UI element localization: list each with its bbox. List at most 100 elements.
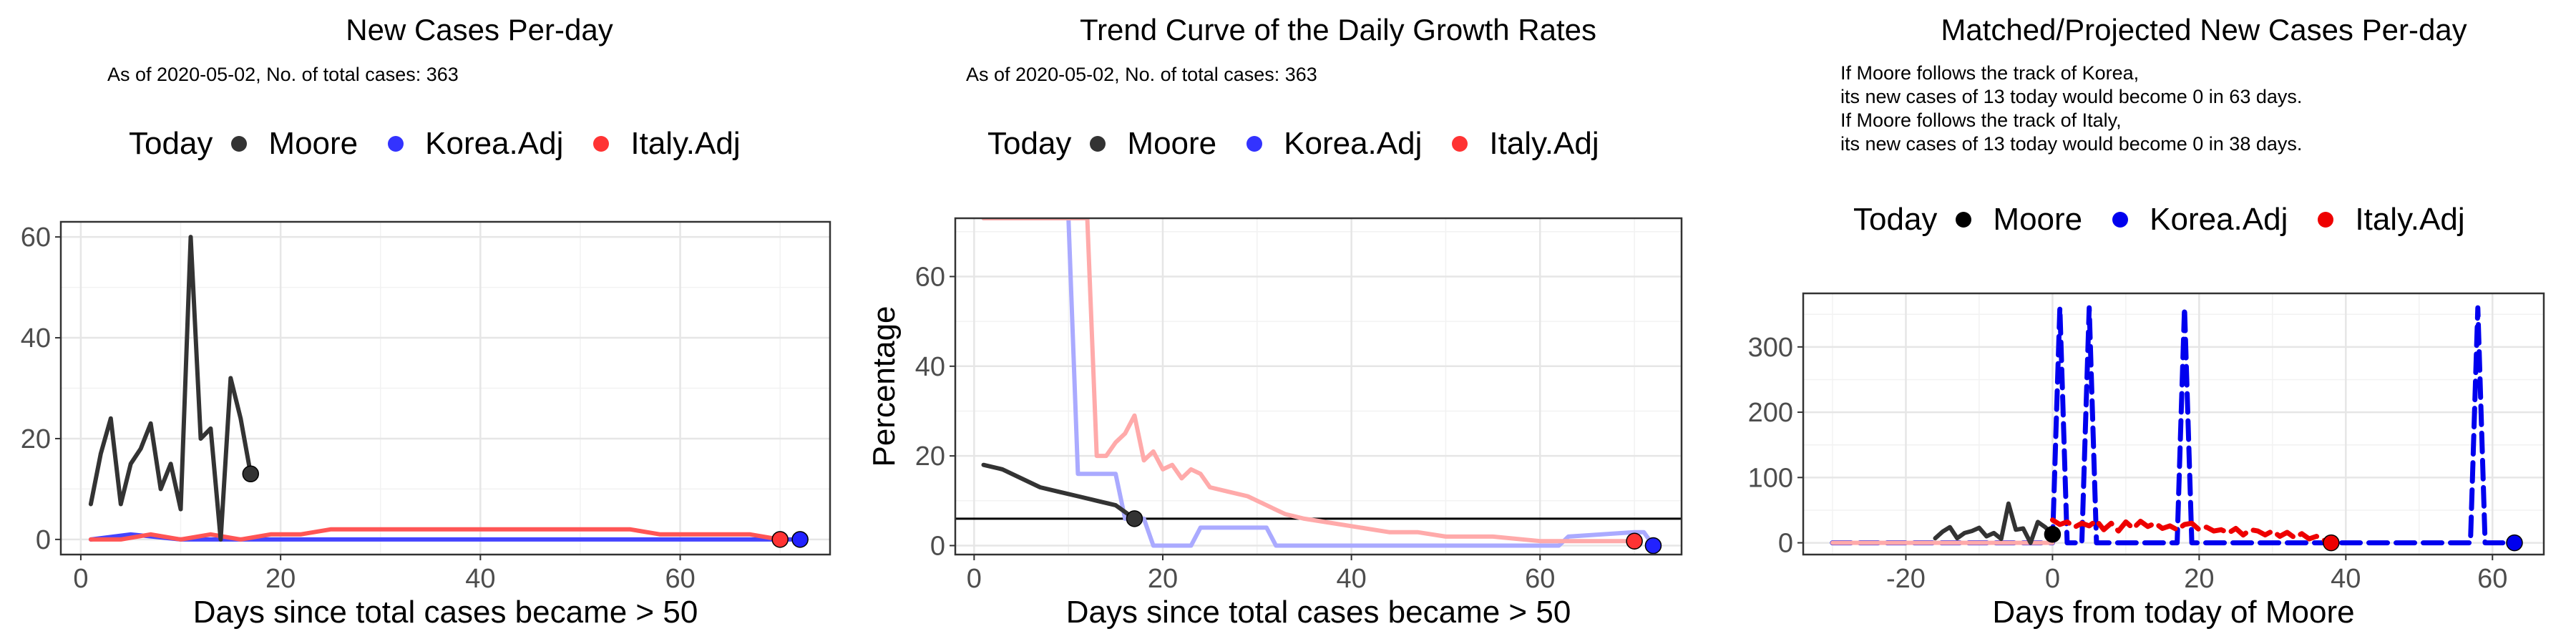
x-tick-label: 20 xyxy=(265,564,296,594)
chart-svg-projected: -20 0 20 40 60 0 100 200 300 Days from today of M… xyxy=(1748,292,2545,630)
legend-dot-italy xyxy=(1452,136,1468,152)
legend-item-korea: Korea.Adj xyxy=(388,126,563,162)
legend-item-korea: Korea.Adj xyxy=(1246,126,1422,162)
x-tick-label: 0 xyxy=(73,564,88,594)
x-tick-label: 0 xyxy=(2045,564,2060,594)
chart-legend: Today Moore Korea.Adj Italy.Adj xyxy=(1853,202,2465,238)
series-line-italy-adj xyxy=(2049,517,2334,546)
x-tick-label: 20 xyxy=(1148,564,1178,594)
y-tick-label: 100 xyxy=(1748,463,1793,493)
y-axis-label: Percentage xyxy=(867,306,902,467)
y-tick-label: 40 xyxy=(915,352,945,382)
chart-legend: Today Moore Korea.Adj Italy.Adj xyxy=(129,126,741,162)
y-tick-label: 40 xyxy=(21,323,51,353)
series-line-italy-adj xyxy=(981,218,1637,544)
series-line-moore xyxy=(981,462,1137,521)
legend-item-moore: Moore xyxy=(231,126,358,162)
chart-legend: Today Moore Korea.Adj Italy.Adj xyxy=(987,126,1599,162)
legend-label-korea: Korea.Adj xyxy=(2150,202,2288,237)
today-point-moore xyxy=(2044,525,2062,543)
series-line-korea-adj xyxy=(1830,305,2517,546)
legend-dot-moore xyxy=(1090,136,1106,152)
plot-border xyxy=(59,220,831,556)
chart-subtitle: As of 2020-05-02, No. of total cases: 36… xyxy=(966,64,1317,85)
legend-title: Today xyxy=(129,126,213,161)
plot-background xyxy=(1803,293,2544,555)
y-tick-label: 60 xyxy=(915,262,945,292)
legend-label-italy: Italy.Adj xyxy=(630,126,741,161)
legend-dot-moore xyxy=(1956,212,1972,228)
legend-label-korea: Korea.Adj xyxy=(1284,126,1423,161)
y-tick-label: 0 xyxy=(1778,529,1793,559)
x-tick-label: 40 xyxy=(1336,564,1366,594)
x-tick-label: 60 xyxy=(665,564,695,594)
today-point-italy-adj xyxy=(771,531,789,548)
chart-panel-projected: Matched/Projected New Cases Per-day If M… xyxy=(1717,0,2576,644)
y-tick-label: 0 xyxy=(930,531,945,561)
x-tick-label: 40 xyxy=(2331,564,2361,594)
legend-dot-italy xyxy=(2318,212,2334,228)
series-line-korea-adj xyxy=(88,532,803,542)
legend-dot-moore xyxy=(231,136,248,152)
series-group xyxy=(1830,305,2517,546)
legend-label-moore: Moore xyxy=(1127,126,1217,161)
legend-item-italy: Italy.Adj xyxy=(2318,202,2465,238)
today-point-korea-adj xyxy=(791,531,809,548)
y-tick-label: 20 xyxy=(21,424,51,454)
series-line-moore xyxy=(1933,501,2055,545)
x-axis-label: Days since total cases became > 50 xyxy=(1066,595,1571,630)
series-group xyxy=(88,235,803,542)
legend-dot-korea xyxy=(1246,136,1263,152)
today-point-moore xyxy=(242,465,260,483)
series-line-italy-adj xyxy=(88,527,783,542)
chart-subtitle: If Moore follows the track of Korea, its… xyxy=(1840,62,2303,155)
series-line-korea-adj xyxy=(981,218,1656,548)
x-axis-label: Days since total cases became > 50 xyxy=(193,595,698,630)
today-point-korea-adj xyxy=(1644,537,1662,555)
today-point-moore xyxy=(1126,510,1143,527)
legend-label-moore: Moore xyxy=(1993,202,2083,237)
x-axis-label: Days from today of Moore xyxy=(1992,595,2354,630)
legend-label-moore: Moore xyxy=(268,126,358,161)
legend-label-italy: Italy.Adj xyxy=(1489,126,1599,161)
chart-title: Trend Curve of the Daily Growth Rates xyxy=(1079,13,1597,47)
x-tick-label: 0 xyxy=(967,564,982,594)
legend-item-moore: Moore xyxy=(1090,126,1216,162)
y-tick-label: 60 xyxy=(21,223,51,253)
y-tick-label: 200 xyxy=(1748,398,1793,428)
legend-item-italy: Italy.Adj xyxy=(1452,126,1599,162)
series-line-moore xyxy=(88,235,253,542)
legend-title: Today xyxy=(987,126,1072,161)
chart-panel-new-cases: New Cases Per-day As of 2020-05-02, No. … xyxy=(0,0,859,644)
chart-title: Matched/Projected New Cases Per-day xyxy=(1941,13,2467,47)
legend-dot-korea xyxy=(388,136,404,152)
x-tick-label: 40 xyxy=(465,564,495,594)
today-point-italy-adj xyxy=(1626,532,1643,550)
legend-title: Today xyxy=(1853,202,1938,237)
legend-label-korea: Korea.Adj xyxy=(425,126,564,161)
legend-label-italy: Italy.Adj xyxy=(2355,202,2465,237)
x-tick-label: 60 xyxy=(2477,564,2507,594)
chart-title: New Cases Per-day xyxy=(346,13,613,47)
chart-subtitle: As of 2020-05-02, No. of total cases: 36… xyxy=(107,64,459,85)
plot-border xyxy=(954,217,1683,556)
y-tick-label: 0 xyxy=(36,525,51,555)
legend-dot-italy xyxy=(593,136,610,152)
legend-item-korea: Korea.Adj xyxy=(2112,202,2288,238)
legend-item-moore: Moore xyxy=(1956,202,2082,238)
legend-item-italy: Italy.Adj xyxy=(593,126,741,162)
x-tick-label: -20 xyxy=(1886,564,1926,594)
x-tick-label: 20 xyxy=(2184,564,2214,594)
today-point-korea-adj xyxy=(2506,534,2523,552)
plot-border xyxy=(1802,292,2545,556)
legend-dot-korea xyxy=(2112,212,2129,228)
chart-panel-growth-rates: Trend Curve of the Daily Growth Rates As… xyxy=(859,0,1717,644)
plot-background xyxy=(955,218,1682,555)
today-point-italy-adj xyxy=(2323,534,2340,552)
y-tick-label: 300 xyxy=(1748,333,1793,363)
y-tick-label: 20 xyxy=(915,441,945,472)
x-tick-label: 60 xyxy=(1525,564,1555,594)
series-group xyxy=(981,218,1656,548)
